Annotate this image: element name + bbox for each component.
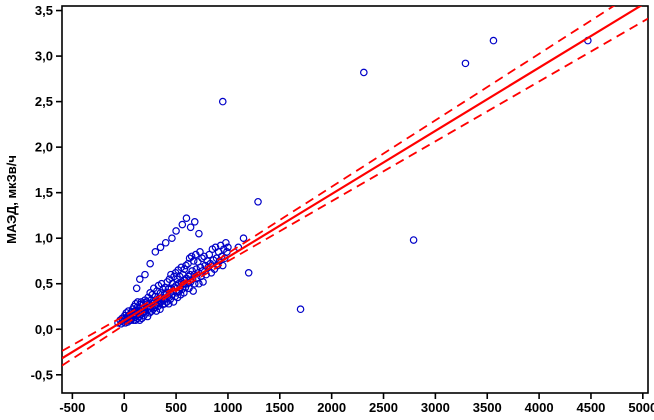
x-tick-label: 3500 xyxy=(473,400,502,415)
y-tick-label: 2,5 xyxy=(35,94,53,109)
data-point xyxy=(141,270,149,279)
y-tick-label: -0,5 xyxy=(31,367,53,382)
data-point xyxy=(190,218,199,226)
y-tick-label: 1,5 xyxy=(35,185,53,200)
data-point xyxy=(172,227,180,235)
y-tick-label: 0,5 xyxy=(35,276,53,291)
data-point xyxy=(135,275,144,283)
plot-content xyxy=(62,6,648,367)
data-point xyxy=(244,269,253,277)
data-point xyxy=(182,214,191,222)
data-point xyxy=(182,261,190,270)
data-point xyxy=(152,307,161,315)
y-axis-label: МАЭД, мкЗв/ч xyxy=(4,155,19,244)
data-point xyxy=(135,316,144,324)
data-point xyxy=(195,229,203,238)
data-point xyxy=(224,243,232,252)
confidence-band-lower xyxy=(62,17,648,367)
data-point xyxy=(222,238,230,247)
data-point xyxy=(132,284,141,293)
data-point xyxy=(151,248,160,256)
data-point xyxy=(461,59,470,68)
data-point xyxy=(489,36,498,45)
data-point xyxy=(146,259,154,268)
x-tick-label: -500 xyxy=(59,400,85,415)
x-tick-label: 5000 xyxy=(628,400,654,415)
data-point xyxy=(239,234,248,243)
data-point xyxy=(254,197,262,206)
x-tick-label: 4500 xyxy=(576,400,605,415)
trend-line xyxy=(62,6,643,360)
data-point xyxy=(195,279,203,288)
plot-border xyxy=(61,5,649,394)
data-point xyxy=(196,263,205,272)
x-tick-label: 4000 xyxy=(525,400,554,415)
x-tick-label: 500 xyxy=(165,400,187,415)
y-tick-label: 0,0 xyxy=(35,322,53,337)
data-point xyxy=(161,238,170,247)
data-point xyxy=(146,289,154,297)
data-point xyxy=(160,299,169,308)
data-point xyxy=(180,265,189,273)
x-tick-label: 1500 xyxy=(265,400,294,415)
data-point xyxy=(296,305,305,314)
data-point xyxy=(156,243,165,252)
x-tick-label: 1000 xyxy=(213,400,242,415)
x-tick-label: 2000 xyxy=(317,400,346,415)
x-tick-label: 3000 xyxy=(421,400,450,415)
data-point xyxy=(186,223,195,232)
y-tick-label: 3,0 xyxy=(35,49,53,64)
data-point xyxy=(205,250,214,259)
data-point xyxy=(409,236,418,244)
y-tick-label: 2,0 xyxy=(35,140,53,155)
data-point xyxy=(360,68,368,77)
data-point xyxy=(137,298,146,306)
data-point xyxy=(143,312,152,321)
x-tick-label: 0 xyxy=(121,400,128,415)
data-point xyxy=(189,287,198,295)
data-point xyxy=(178,220,187,229)
x-tick-label: 2500 xyxy=(369,400,398,415)
data-point xyxy=(199,278,207,286)
data-point xyxy=(218,97,227,106)
data-point xyxy=(187,252,196,261)
y-tick-label: 1,0 xyxy=(35,231,53,246)
data-point xyxy=(165,299,173,308)
data-point xyxy=(168,234,176,243)
y-tick-label: 3,5 xyxy=(35,3,53,18)
